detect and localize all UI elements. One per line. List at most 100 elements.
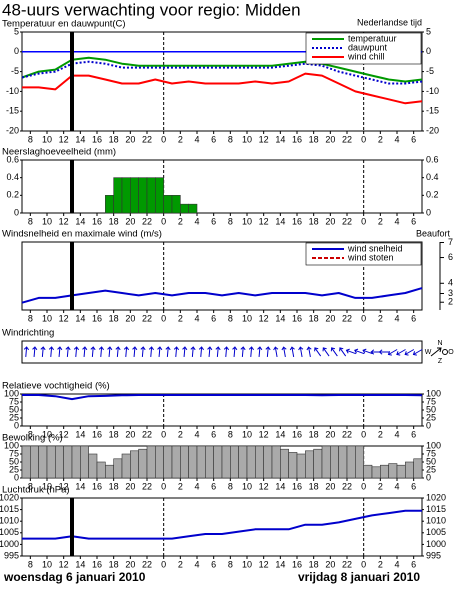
wind-arrow [57,346,63,358]
bar [113,458,123,479]
x-tick-label: 8 [228,313,233,323]
y-tick-label: 1020 [0,492,19,502]
bar [271,445,281,479]
y2-tick-label: -10 [426,86,439,96]
x-tick-label: 16 [292,134,302,144]
bar [63,445,73,479]
bar [321,445,331,479]
panel-title: Neerslaghoeveelheid (mm) [2,147,116,158]
bar [38,445,48,479]
x-tick-label: 6 [211,134,216,144]
bar [255,445,264,479]
x-tick-label: 2 [178,134,183,144]
x-tick-label: 14 [75,559,85,569]
y-tick-label: 1000 [0,539,19,549]
y-tick-label: 100 [4,388,19,398]
x-tick-label: 0 [161,216,166,226]
x-tick-label: 0 [161,481,166,491]
compass-label: W [425,349,432,356]
y2-tick-label: 3 [448,288,453,298]
x-tick-label: 22 [342,559,352,569]
x-tick-label: 8 [228,134,233,144]
plot-area [21,340,423,364]
bar [180,203,189,214]
y2-tick-label: 0.4 [426,172,439,182]
wind-arrow [223,346,230,358]
wind-arrow [207,346,213,358]
x-tick-label: 10 [242,313,252,323]
x-tick-label: 18 [109,313,119,323]
bar [130,450,139,479]
x-tick-label: 18 [109,481,119,491]
x-tick-label: 6 [411,429,416,439]
x-tick-label: 14 [75,429,85,439]
x-tick-label: 22 [342,313,352,323]
x-tick-label: 20 [125,313,135,323]
legend-label: dauwpunt [348,42,388,52]
x-tick-label: 0 [161,429,166,439]
x-tick-label: 16 [292,481,302,491]
y-tick-label: 1015 [0,504,19,514]
bar [371,466,381,479]
y-tick-label: 75 [9,448,19,458]
wind-arrow [306,346,312,358]
bar [121,177,131,214]
wind-arrow [404,349,415,356]
y2-tick-label: 75 [426,396,436,406]
x-tick-label: 2 [178,313,183,323]
y2-tick-label: 1010 [426,516,446,526]
x-tick-label: 20 [325,481,335,491]
wind-arrow [298,346,304,358]
x-tick-label: 4 [194,481,199,491]
bar [71,445,81,479]
x-tick-label: 2 [378,559,383,569]
y-tick-label: -20 [6,125,19,135]
y2-tick-label: 4 [448,278,453,288]
x-tick-label: 10 [42,134,52,144]
bar [188,203,198,214]
x-tick-label: 6 [411,559,416,569]
x-tick-label: 18 [109,429,119,439]
x-tick-label: 14 [75,216,85,226]
bar [246,445,256,479]
y-tick-label: 0 [14,420,19,430]
legend-label: wind snelheid [347,243,403,253]
wind-arrow [173,346,180,358]
bar [238,445,248,479]
x-tick-label: 10 [242,216,252,226]
x-tick-label: 20 [125,559,135,569]
y2-tick-label: 5 [426,26,431,36]
x-tick-label: 4 [194,429,199,439]
y2-tick-label: 0 [426,207,431,217]
x-tick-label: 18 [109,216,119,226]
x-tick-label: 2 [378,481,383,491]
wind-arrow [387,349,398,356]
bar [30,445,39,479]
x-tick-label: 16 [92,134,102,144]
panel-title: Temperatuur en dauwpunt(C) [2,19,126,30]
x-tick-label: 16 [92,429,102,439]
x-tick-label: 4 [394,481,399,491]
bar [230,445,239,479]
x-tick-label: 2 [178,559,183,569]
x-tick-label: 4 [194,134,199,144]
bar [413,458,423,479]
bar [121,453,131,479]
y2-tick-label: 2 [448,297,453,307]
wind-arrow [322,347,330,357]
x-tick-label: 4 [194,216,199,226]
wind-arrow [73,346,80,358]
y-tick-label: -10 [6,86,19,96]
wind-arrow [396,349,406,356]
x-tick-label: 8 [228,559,233,569]
x-tick-label: 2 [178,481,183,491]
wind-arrow [257,346,263,358]
x-tick-label: 6 [211,559,216,569]
y-tick-label: 0.2 [6,190,19,200]
bar [221,445,231,479]
wind-arrow [115,346,121,358]
start-date: woensdag 6 januari 2010 [3,570,146,584]
x-tick-label: 8 [28,429,33,439]
panel-title: Windsnelheid en maximale wind (m/s) [2,229,162,240]
x-tick-label: 18 [309,216,319,226]
